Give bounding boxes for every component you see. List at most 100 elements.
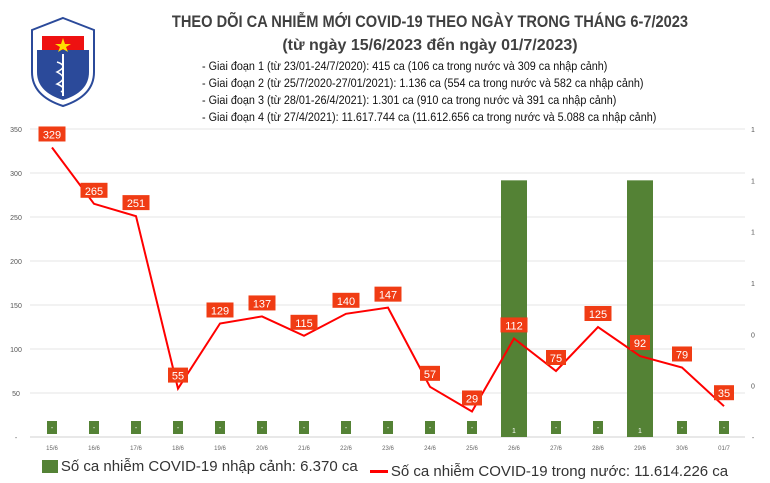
left-tick-label: 350 xyxy=(10,127,22,134)
bar-label: - xyxy=(51,425,54,432)
bar-label: - xyxy=(681,425,684,432)
bar-zero-label-box xyxy=(551,421,561,434)
left-tick-label: 50 xyxy=(12,391,20,398)
line-label-box xyxy=(80,182,108,198)
right-tick-label: 1 xyxy=(751,281,755,288)
bar-label: - xyxy=(471,425,474,432)
x-tick-label: 17/6 xyxy=(130,446,142,452)
chart-title: THEO DÕI CA NHIỄM MỚI COVID-19 THEO NGÀY… xyxy=(171,12,689,31)
bar-zero-label-box xyxy=(425,421,435,434)
line-data-label: 35 xyxy=(718,388,730,400)
line-label-box xyxy=(248,295,276,311)
bar-label: - xyxy=(723,425,726,432)
bar-label: - xyxy=(597,425,600,432)
bar-zero-label-box xyxy=(173,421,183,434)
bar-label: 1 xyxy=(638,428,642,435)
bar-zero-label-box xyxy=(719,421,729,434)
line-data-label: 137 xyxy=(253,298,271,310)
legend-swatch-line xyxy=(369,470,388,473)
line-data-label: 29 xyxy=(466,393,478,405)
bar-label: - xyxy=(135,425,138,432)
chart-subtitle: (từ ngày 15/6/2023 đến ngày 01/7/2023) xyxy=(282,37,578,54)
right-tick-label: 1 xyxy=(751,230,755,237)
x-tick-label: 18/6 xyxy=(172,446,184,452)
right-tick-label: 0 xyxy=(751,332,755,339)
line-label-box xyxy=(714,385,734,401)
bar-label: - xyxy=(219,425,222,432)
line-data-label: 57 xyxy=(424,369,436,381)
bar-label: - xyxy=(177,425,180,432)
left-tick-label: - xyxy=(15,435,18,442)
bar-zero-label-box xyxy=(299,421,309,434)
phase-notes: - Giai đoạn 1 (từ 23/01-24/7/2020): 415 … xyxy=(202,58,656,126)
line-label-box xyxy=(332,292,360,308)
legend-item-line: Số ca nhiễm COVID-19 trong nước: 11.614.… xyxy=(369,463,729,480)
line-label-box xyxy=(206,302,234,318)
bar-label: - xyxy=(93,425,96,432)
line-data-label: 115 xyxy=(295,318,313,330)
line-data-label: 75 xyxy=(550,353,562,365)
bar-label: - xyxy=(429,425,432,432)
line-label-box xyxy=(420,365,440,381)
x-tick-label: 25/6 xyxy=(466,446,478,452)
bar-zero-label-box xyxy=(593,421,603,434)
x-tick-label: 27/6 xyxy=(550,446,562,452)
line-data-label: 125 xyxy=(589,309,607,321)
bar-label: - xyxy=(261,425,264,432)
note-1: - Giai đoạn 1 (từ 23/01-24/7/2020): 415 … xyxy=(202,59,608,73)
right-tick-label: 0 xyxy=(751,384,755,391)
right-tick-label: 1 xyxy=(751,127,755,134)
x-tick-label: 24/6 xyxy=(424,446,436,452)
x-tick-label: 23/6 xyxy=(382,446,394,452)
x-tick-label: 28/6 xyxy=(592,446,604,452)
x-tick-label: 21/6 xyxy=(298,446,310,452)
x-tick-label: 01/7 xyxy=(718,446,730,452)
note-3: - Giai đoạn 3 (từ 28/01-26/4/2021): 1.30… xyxy=(202,93,617,107)
x-tick-label: 16/6 xyxy=(88,446,100,452)
bar-zero-label-box xyxy=(89,421,99,434)
line-data-label: 92 xyxy=(634,338,646,350)
bar-zero-label-box xyxy=(467,421,477,434)
bar-label: - xyxy=(555,425,558,432)
left-tick-label: 100 xyxy=(10,347,22,354)
line-data-label: 79 xyxy=(676,349,688,361)
line-label-box xyxy=(546,350,566,365)
bar-zero-label-box xyxy=(341,421,351,434)
line-data-label: 251 xyxy=(127,198,145,210)
legend-item-bar: Số ca nhiễm COVID-19 nhập cảnh: 6.370 ca xyxy=(41,458,358,475)
line-label-box xyxy=(584,306,612,321)
bar-label: - xyxy=(303,425,306,432)
x-tick-label: 30/6 xyxy=(676,446,688,452)
bar-zero-label-box xyxy=(215,421,225,434)
legend-swatch-bar xyxy=(41,460,58,473)
moh-logo xyxy=(31,16,95,108)
line-data-label: 265 xyxy=(85,186,103,198)
bar xyxy=(501,180,527,438)
bar-label: 1 xyxy=(512,428,516,435)
note-4: - Giai đoạn 4 (từ 27/4/2021): 11.617.744… xyxy=(202,110,657,124)
bar xyxy=(627,180,653,438)
x-tick-label: 26/6 xyxy=(508,446,520,452)
left-tick-label: 250 xyxy=(10,215,22,222)
bar-zero-label-box xyxy=(383,421,393,434)
line-series xyxy=(51,146,725,413)
bar-zero-label-box xyxy=(677,421,687,434)
line-data-label: 112 xyxy=(505,320,523,332)
legend-label-line: Số ca nhiễm COVID-19 trong nước: 11.614.… xyxy=(390,463,729,480)
x-tick-label: 22/6 xyxy=(340,446,352,452)
line-data-label: 329 xyxy=(43,129,61,141)
line-data-label: 129 xyxy=(211,305,229,317)
line-label-box xyxy=(38,126,66,142)
x-tick-label: 20/6 xyxy=(256,446,268,452)
line-label-box xyxy=(500,317,528,333)
left-tick-label: 200 xyxy=(10,259,22,266)
note-2: - Giai đoạn 2 (từ 25/7/2020-27/01/2021):… xyxy=(202,76,644,90)
line-data-label: 55 xyxy=(172,371,184,383)
line-label-box xyxy=(290,314,318,330)
right-tick-label: - xyxy=(752,435,755,442)
line-label-box xyxy=(122,195,150,211)
left-tick-label: 300 xyxy=(10,171,22,178)
legend: Số ca nhiễm COVID-19 nhập cảnh: 6.370 ca… xyxy=(0,458,770,480)
